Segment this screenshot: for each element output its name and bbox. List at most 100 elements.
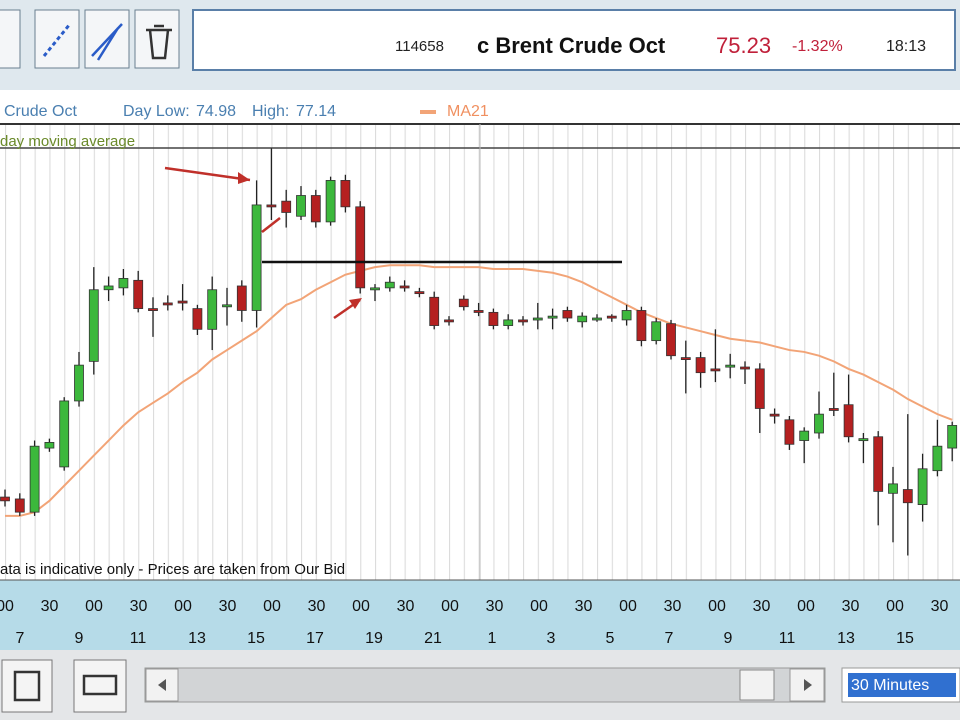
candle-body	[680, 357, 691, 360]
candle-body	[370, 287, 380, 291]
candle-body	[399, 285, 410, 289]
candle-body	[503, 319, 514, 326]
candle-body	[192, 308, 203, 330]
x-date-label: 1	[488, 630, 497, 647]
candle-body	[518, 319, 528, 323]
time: 18:13	[886, 38, 926, 55]
candle-body	[592, 317, 602, 321]
candle-body	[902, 489, 913, 504]
x-axis-labels: 00 30 00 30 00 30 00 30 00 30 00 30 00 30 00 30 00 30 00 30…	[0, 598, 949, 647]
tool-button[interactable]	[134, 9, 180, 69]
x-date-label: 7	[16, 630, 25, 647]
candle-body	[858, 438, 869, 442]
day-low: 74.98	[196, 103, 236, 120]
icon	[158, 679, 166, 691]
candle-body	[784, 419, 795, 445]
candle-body	[636, 310, 647, 342]
candle-body	[29, 445, 40, 513]
x-tick-label: 30	[486, 598, 504, 615]
candle-body	[754, 368, 765, 409]
save-button[interactable]	[1, 659, 53, 713]
candle-body	[103, 285, 114, 291]
candle-body	[310, 195, 321, 223]
x-tick-label: 00	[263, 598, 281, 615]
change: -1.32%	[792, 38, 843, 55]
candle-body	[769, 413, 780, 417]
candle-body	[621, 310, 632, 321]
x-tick-label: 30	[308, 598, 326, 615]
x-tick-label: 30	[842, 598, 860, 615]
candle-body	[74, 364, 84, 402]
candle-body	[843, 404, 854, 438]
interval: 30 Minutes	[851, 677, 929, 694]
x-date-label: 15	[247, 630, 265, 647]
instrument: c Brent Crude Oct	[477, 33, 666, 58]
candle-body	[177, 300, 188, 304]
candle-body	[340, 180, 351, 208]
info-bar	[0, 90, 960, 124]
x-date-label: 21	[424, 630, 442, 647]
x-tick-label: 00	[797, 598, 815, 615]
day-low-label: Day Low:	[123, 103, 190, 120]
candle-body	[118, 278, 129, 289]
candle-body	[325, 180, 336, 223]
x-axis	[0, 580, 960, 650]
x-tick-label: 00	[530, 598, 548, 615]
candle-body	[799, 430, 810, 441]
icon	[91, 23, 123, 61]
x-date-label: 3	[547, 630, 556, 647]
scroll-thumb[interactable]	[739, 669, 775, 701]
arrow-head	[238, 172, 250, 184]
icon	[82, 674, 118, 696]
candle-body	[281, 200, 292, 213]
x-date-label: 11	[130, 630, 147, 647]
x-date-label: 9	[724, 630, 733, 647]
tool-button[interactable]	[0, 9, 21, 69]
candle-body	[148, 308, 158, 311]
candle-body	[59, 400, 70, 468]
x-tick-label: 00	[85, 598, 103, 615]
candle-body	[873, 436, 884, 492]
candle-body	[814, 413, 824, 434]
candle-body	[473, 310, 484, 313]
arrow	[164, 166, 251, 182]
x-date-label: 5	[606, 630, 615, 647]
price: 75.23	[716, 33, 771, 58]
x-tick-label: 30	[664, 598, 682, 615]
x-tick-label: 30	[753, 598, 771, 615]
x-tick-label: 00	[0, 598, 14, 615]
candle-body	[725, 364, 736, 368]
x-date-label: 13	[837, 630, 855, 647]
arrow	[261, 217, 281, 233]
header-box	[192, 9, 956, 71]
footnote: ata is indicative only - Prices are take…	[0, 561, 345, 578]
candle-body	[577, 315, 588, 323]
candle-body	[266, 204, 277, 208]
candle-body	[444, 319, 454, 323]
x-date-label: 9	[75, 630, 84, 647]
candle-body	[947, 425, 958, 449]
candle-body	[44, 442, 55, 449]
icon	[146, 24, 172, 60]
icon	[804, 679, 812, 691]
candle-body	[888, 483, 898, 494]
high-label: High:	[252, 103, 289, 120]
selection	[848, 673, 956, 697]
candle-body	[828, 408, 839, 411]
candle-body	[133, 279, 144, 309]
candle-body	[162, 302, 173, 306]
x-tick-label: 00	[174, 598, 192, 615]
candle-body	[14, 498, 25, 513]
candle-body	[606, 315, 617, 319]
scrollbar[interactable]	[144, 667, 826, 703]
x-tick-label: 00	[886, 598, 904, 615]
candle-body	[458, 298, 469, 308]
candle-body	[740, 366, 750, 370]
print-button[interactable]	[73, 659, 127, 713]
candle-body	[532, 317, 543, 321]
candle-body	[651, 321, 662, 342]
x-tick-label: 30	[130, 598, 148, 615]
x-date-label: 13	[188, 630, 206, 647]
instrument-short: Crude Oct	[4, 103, 77, 120]
